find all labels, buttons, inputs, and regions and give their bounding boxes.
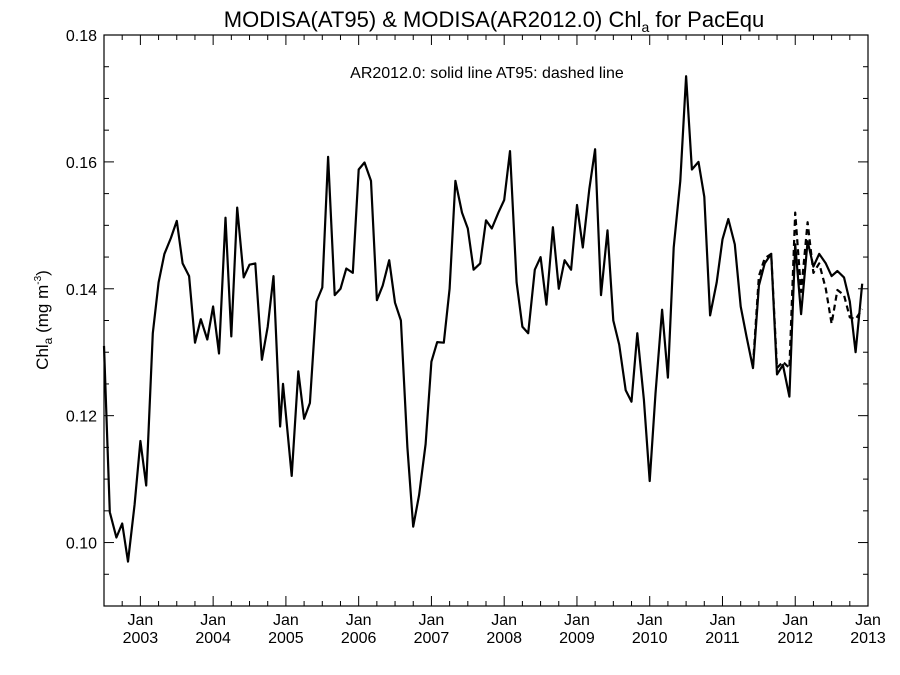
x-tick-year-label: 2005 xyxy=(268,630,304,647)
x-tick-month-label: Jan xyxy=(855,612,881,629)
series-layer xyxy=(102,75,864,563)
y-tick-label: 0.10 xyxy=(66,536,97,553)
x-tick-year-label: 2010 xyxy=(632,630,668,647)
x-tick-month-label: Jan xyxy=(273,612,299,629)
x-tick-year-label: 2012 xyxy=(777,630,813,647)
y-tick-label: 0.16 xyxy=(66,155,97,172)
plot-border xyxy=(103,34,869,607)
x-tick-year-label: 2006 xyxy=(341,630,377,647)
y-tick-label: 0.14 xyxy=(66,282,97,299)
chart-title: MODISA(AT95) & MODISA(AR2012.0) Chla for… xyxy=(224,7,764,35)
x-tick-month-label: Jan xyxy=(127,612,153,629)
x-tick-month-label: Jan xyxy=(200,612,226,629)
x-tick-month-label: Jan xyxy=(491,612,517,629)
line-style-annotation: AR2012.0: solid line AT95: dashed line xyxy=(350,65,624,82)
x-tick-month-label: Jan xyxy=(346,612,372,629)
x-tick-year-label: 2003 xyxy=(123,630,159,647)
x-tick-year-label: 2004 xyxy=(195,630,231,647)
x-tick-year-label: 2008 xyxy=(486,630,522,647)
y-axis-label: Chla (mg m-3) xyxy=(33,270,55,370)
x-tick-month-label: Jan xyxy=(419,612,445,629)
x-tick-year-label: 2011 xyxy=(705,630,740,647)
y-tick-label: 0.18 xyxy=(66,28,97,45)
x-tick-year-label: 2009 xyxy=(559,630,595,647)
x-tick-month-label: Jan xyxy=(782,612,808,629)
series-line-ar2012-0 xyxy=(102,75,864,563)
x-axis: Jan2003Jan2004Jan2005Jan2006Jan2007Jan20… xyxy=(103,35,886,647)
plot-frame xyxy=(103,34,869,607)
x-tick-month-label: Jan xyxy=(564,612,590,629)
x-tick-year-label: 2007 xyxy=(414,630,450,647)
y-axis: 0.10 0.12 0.14 0.16 0.18 xyxy=(66,28,868,607)
x-tick-year-label: 2013 xyxy=(850,630,886,647)
series-line-at95 xyxy=(751,211,864,370)
y-tick-label: 0.12 xyxy=(66,409,97,426)
x-tick-month-label: Jan xyxy=(710,612,736,629)
x-tick-month-label: Jan xyxy=(637,612,663,629)
